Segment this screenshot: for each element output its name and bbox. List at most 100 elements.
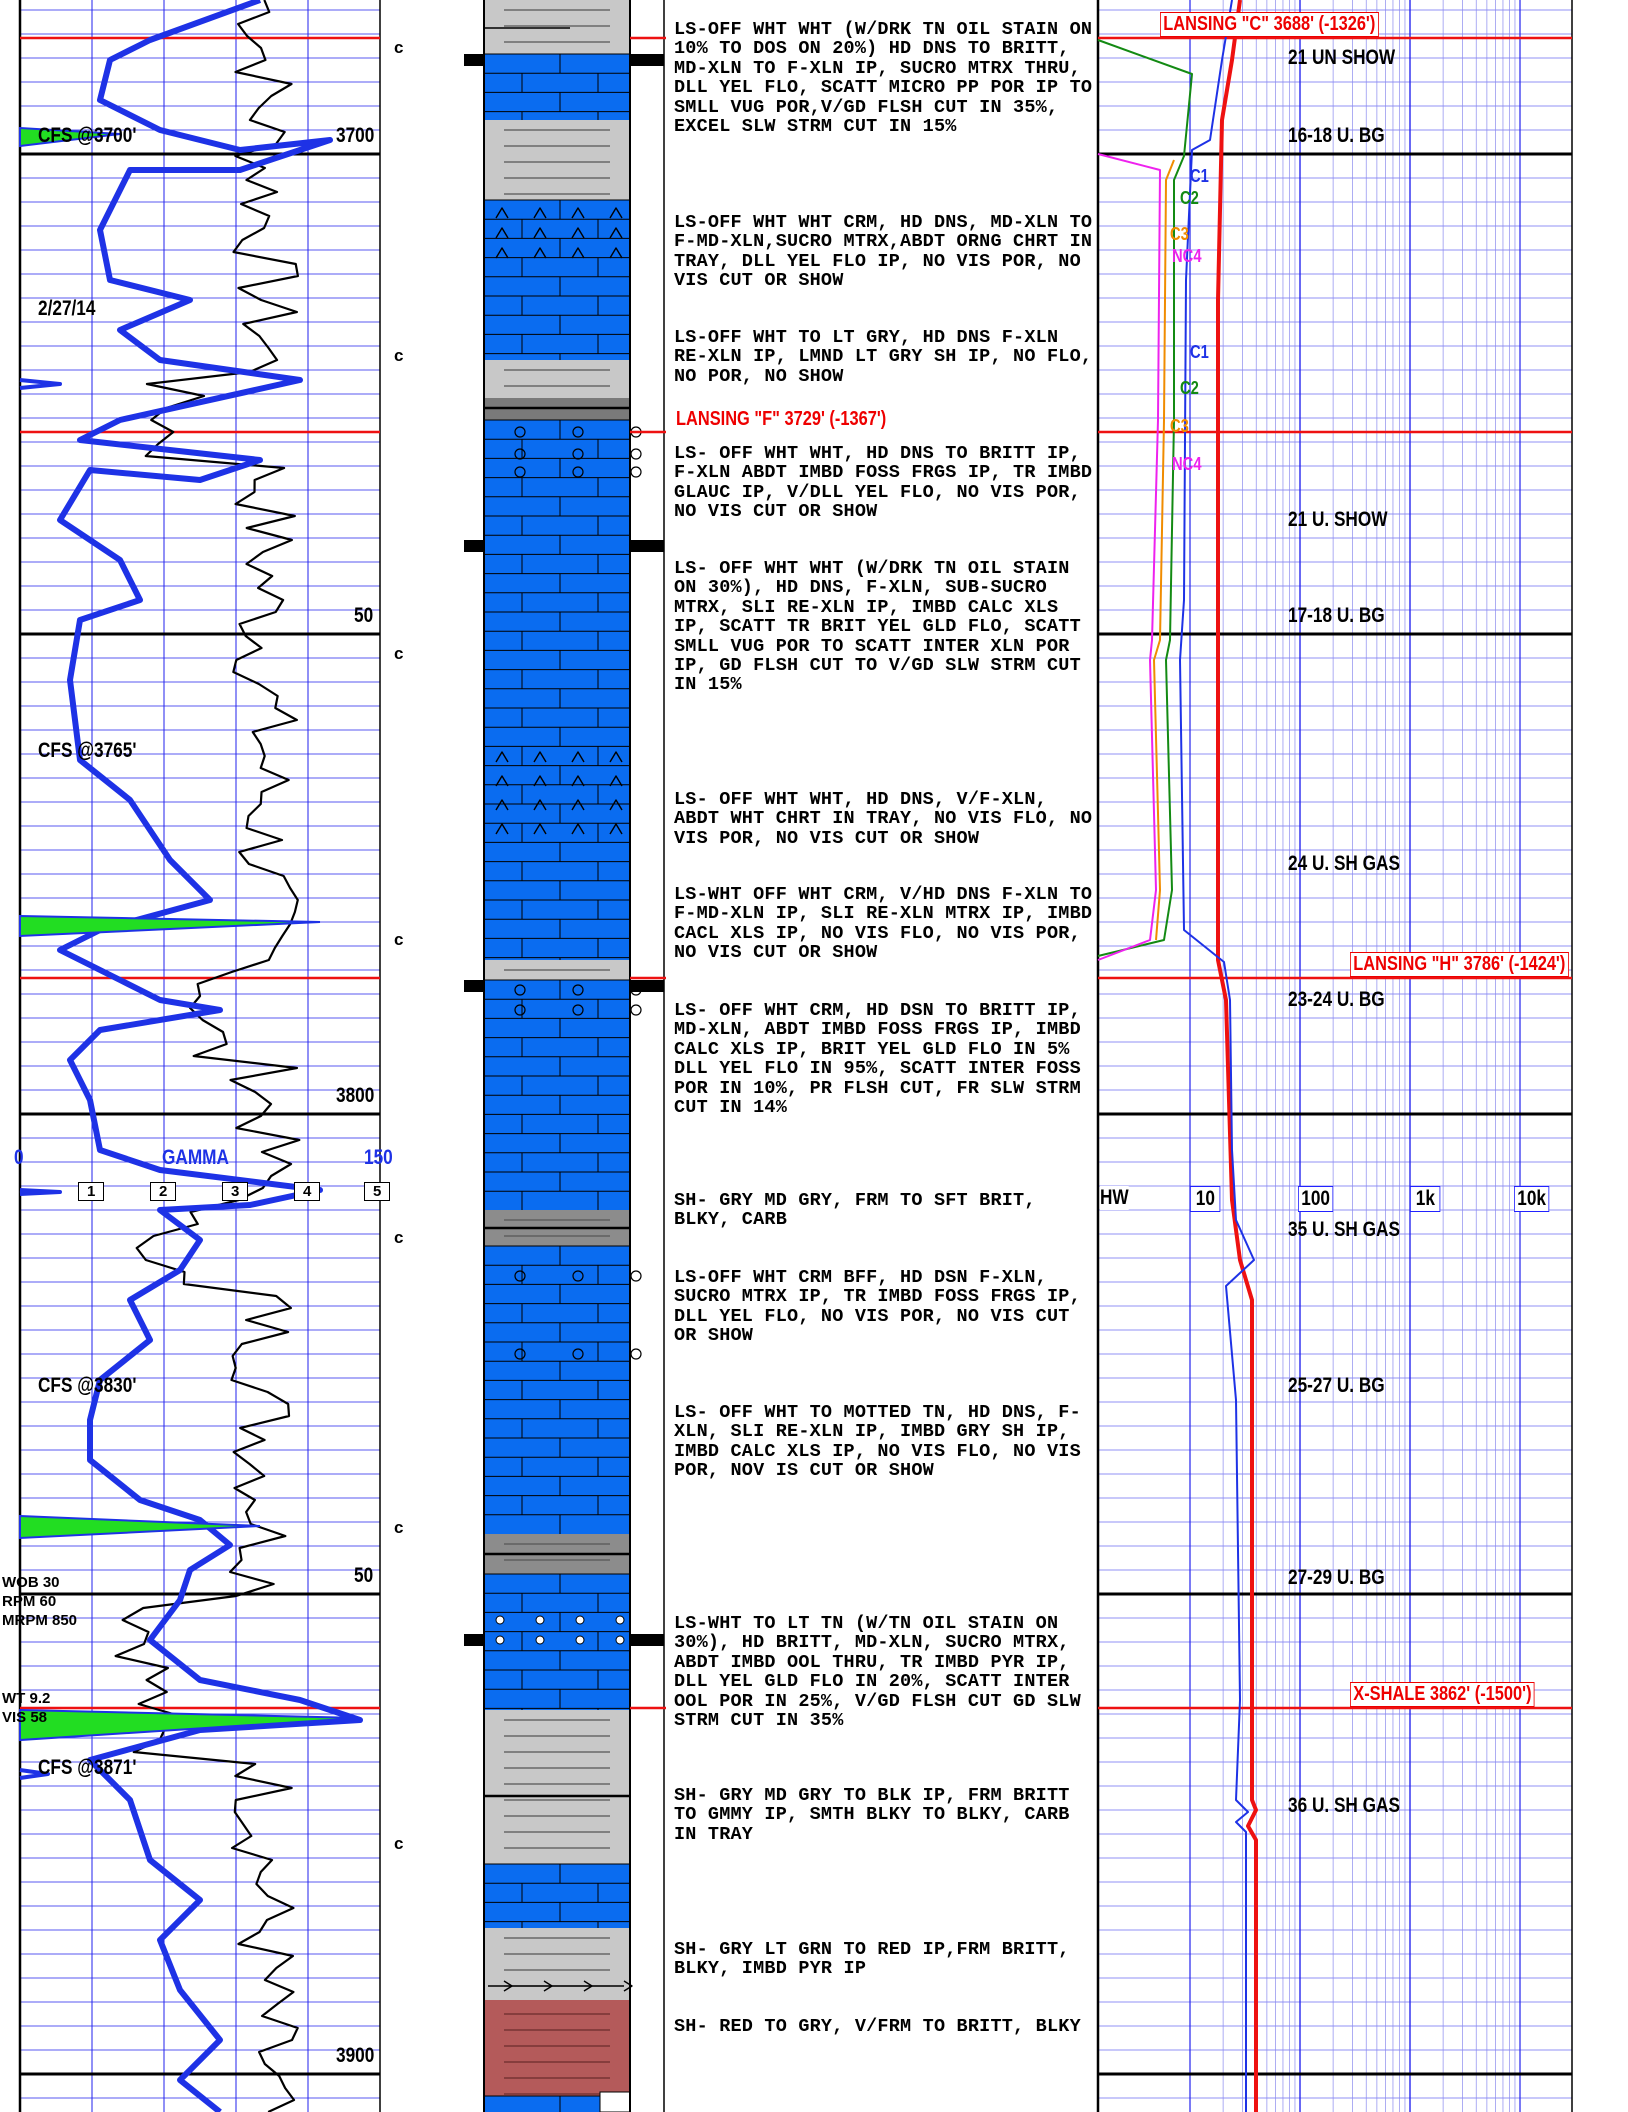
chert-symbol [495,799,509,811]
gas-scale-label: 100 [1298,1186,1334,1212]
lithology-description: SH- RED TO GRY, V/FRM TO BRITT, BLKY [674,2016,1081,2037]
lithology-description: SH- GRY LT GRN TO RED IP,FRM BRITT, BLKY… [674,1939,1081,1980]
fossil-symbol [572,426,584,438]
fossil-symbol [514,1270,526,1282]
chert-symbol [533,751,547,763]
depth-label: 50 [354,604,374,627]
oolite-symbol [535,1615,545,1625]
oolite-symbol [575,1635,585,1645]
fossil-symbol [630,466,642,478]
wob-reading: WOB 30 [2,1574,60,1591]
cutting-fill [19,126,121,148]
chert-symbol [495,775,509,787]
fossil-symbol [630,1270,642,1282]
cfs-annotation: CFS @3830' [38,1374,137,1397]
gas-curve-label-nc4: NC4 [1172,246,1202,266]
fossil-symbol [572,984,584,996]
gas-curve-label-c2: C2 [1180,188,1199,208]
chert-symbol [609,247,623,259]
gas-reading: 25-27 U. BG [1288,1374,1385,1397]
chert-symbol [495,227,509,239]
fossil-symbol [514,466,526,478]
fossil-symbol [572,1004,584,1016]
total-gas-curve [1216,0,1258,2112]
fossil-symbol [514,1004,526,1016]
gas-curve-label-c1: C1 [1190,166,1209,186]
fossil-symbol [572,448,584,460]
gamma-scale-title: GAMMA [162,1146,229,1169]
gas-reading: 21 U. SHOW [1288,508,1388,531]
connection-marker: c [394,346,404,365]
gas-reading: 16-18 U. BG [1288,124,1385,147]
gamma-scale-min: 0 [14,1146,24,1169]
shale-interval [484,0,630,54]
fossil-symbol [630,448,642,460]
rop-scale-label: 1 [78,1182,105,1201]
fossil-symbol [630,1348,642,1360]
sample-marker [464,540,484,552]
chert-symbol [609,775,623,787]
limestone-interval [484,200,630,360]
limestone-interval [484,54,630,120]
fossil-symbol [630,1004,642,1016]
sample-marker [464,1634,484,1646]
cfs-annotation: CFS @3871' [38,1756,137,1779]
mud-weight-reading: WT 9.2 [2,1690,51,1707]
lithology-description: LS-OFF WHT CRM BFF, HD DSN F-XLN, SUCRO … [674,1267,1093,1347]
cfs-annotation: CFS @3700' [38,124,137,147]
chert-symbol [495,207,509,219]
chert-symbol [571,207,585,219]
gas-reading: 27-29 U. BG [1288,1566,1385,1589]
chert-symbol [571,751,585,763]
gas-reading: 35 U. SH GAS [1288,1218,1400,1241]
lithology-description: LS- OFF WHT WHT (W/DRK TN OIL STAIN ON 3… [674,558,1093,696]
cutting-fill [19,1708,361,1742]
cutting-fill [19,914,321,938]
rop-scale-label: 4 [294,1182,321,1201]
lithology-description: LS- OFF WHT WHT, HD DNS, V/F-XLN, ABDT W… [674,789,1093,849]
lithology-description: LS-OFF WHT WHT (W/DRK TN OIL STAIN ON 10… [674,19,1093,138]
sample-marker [630,980,664,992]
formation-top-label: LANSING "H" 3786' (-1424') [1350,952,1569,977]
sample-marker [630,54,664,66]
fossil-symbol [572,466,584,478]
chert-symbol [533,799,547,811]
gas-scale-label: HW [1100,1186,1129,1210]
limestone-interval [484,1574,630,1710]
gas-curve-label-c3: C3 [1170,224,1189,244]
shale-interval [484,120,630,200]
date-annotation: 2/27/14 [38,297,96,320]
oolite-symbol [535,1635,545,1645]
chert-symbol [571,247,585,259]
chert-symbol [495,247,509,259]
connection-marker: c [394,1518,404,1537]
fossil-symbol [572,1270,584,1282]
shale-interval [484,1710,630,1864]
mrpm-reading: MRPM 850 [2,1612,78,1629]
rpm-reading: RPM 60 [2,1593,57,1610]
fossil-symbol [514,984,526,996]
gamma-blip [19,378,62,390]
chert-symbol [533,775,547,787]
chert-symbol [609,751,623,763]
limestone-interval [484,1864,630,1928]
gas-reading: 24 U. SH GAS [1288,852,1400,875]
lithology-description: SH- GRY MD GRY, FRM TO SFT BRIT, BLKY, C… [674,1190,1047,1231]
chert-symbol [495,751,509,763]
gas-curve-label-c2: C2 [1180,378,1199,398]
oolite-symbol [575,1615,585,1625]
oolite-symbol [615,1635,625,1645]
lithology-description: LS-WHT TO LT TN (W/TN OIL STAIN ON 30%),… [674,1613,1093,1732]
gas-reading: 23-24 U. BG [1288,988,1385,1011]
fossil-symbol [514,426,526,438]
oolite-symbol [615,1615,625,1625]
limestone-interval [484,1246,630,1534]
pyrite-symbol [583,1980,593,1992]
red-shale-interval [484,2000,630,2096]
chert-symbol [609,823,623,835]
core-gap [599,2091,631,2112]
connection-marker: c [394,644,404,663]
chert-symbol [571,823,585,835]
rop-curve [114,0,301,2112]
sample-marker [630,1634,664,1646]
